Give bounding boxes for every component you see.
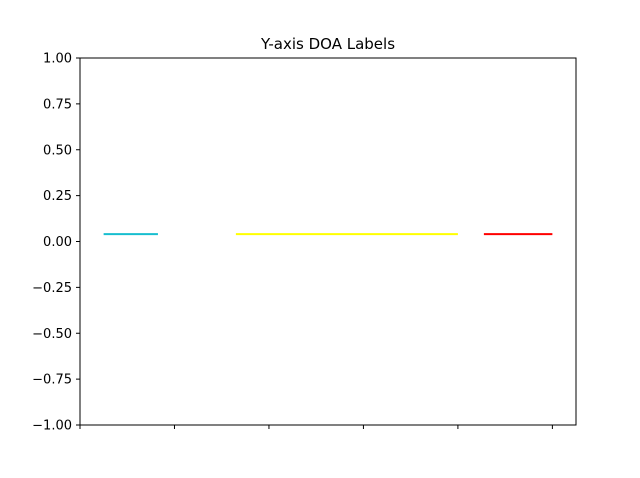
- y-tick-label: 1.00: [43, 52, 72, 67]
- y-tick-label: −0.50: [32, 327, 72, 342]
- y-tick-label: 0.75: [43, 97, 72, 112]
- y-tick-label: −0.75: [32, 373, 72, 388]
- y-tick-label: 0.25: [43, 189, 72, 204]
- y-tick-label: 0.00: [43, 235, 72, 250]
- y-tick-label: −1.00: [32, 419, 72, 434]
- plot-area-frame: [79, 57, 577, 426]
- y-tick-label: 0.50: [43, 143, 72, 158]
- y-tick-label: −0.25: [32, 281, 72, 296]
- chart-title: Y-axis DOA Labels: [260, 35, 395, 53]
